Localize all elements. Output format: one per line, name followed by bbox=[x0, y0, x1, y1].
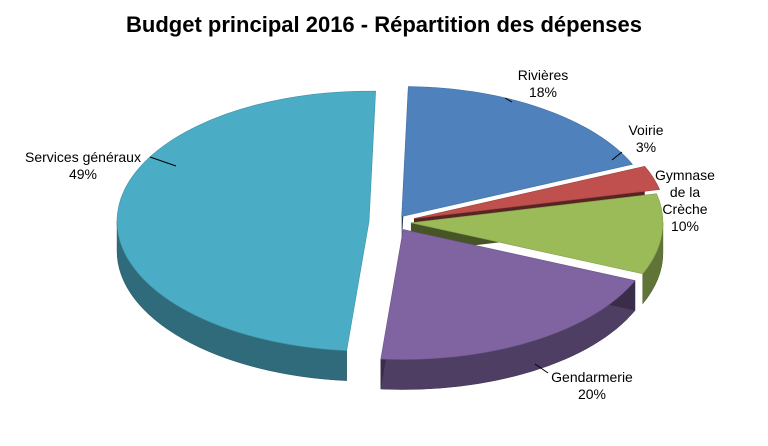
leader-line bbox=[534, 363, 549, 374]
slice-category-label: Voirie bbox=[628, 122, 663, 138]
slice-category-label: de la bbox=[670, 184, 701, 200]
pie-slice bbox=[413, 165, 661, 219]
slice-value-label: 3% bbox=[636, 139, 656, 155]
slice-category-label: Rivières bbox=[518, 67, 569, 83]
pie-slice bbox=[380, 229, 636, 360]
slice-value-label: 18% bbox=[529, 84, 557, 100]
slice-value-label: 20% bbox=[578, 386, 606, 402]
leader-line bbox=[611, 151, 623, 161]
leader-line bbox=[149, 156, 177, 167]
slice-category-label: Gymnase bbox=[655, 167, 715, 183]
slice-value-label: 10% bbox=[671, 218, 699, 234]
pie-slice bbox=[116, 90, 376, 351]
leader-line bbox=[504, 97, 513, 103]
pie-slice bbox=[401, 86, 633, 217]
slice-category-label: Gendarmerie bbox=[551, 369, 633, 385]
slice-value-label: 49% bbox=[69, 166, 97, 182]
slice-category-label: Crèche bbox=[662, 201, 707, 217]
slice-category-label: Services généraux bbox=[25, 149, 141, 165]
chart-title: Budget principal 2016 - Répartition des … bbox=[126, 12, 642, 37]
pie-slice bbox=[410, 193, 664, 275]
